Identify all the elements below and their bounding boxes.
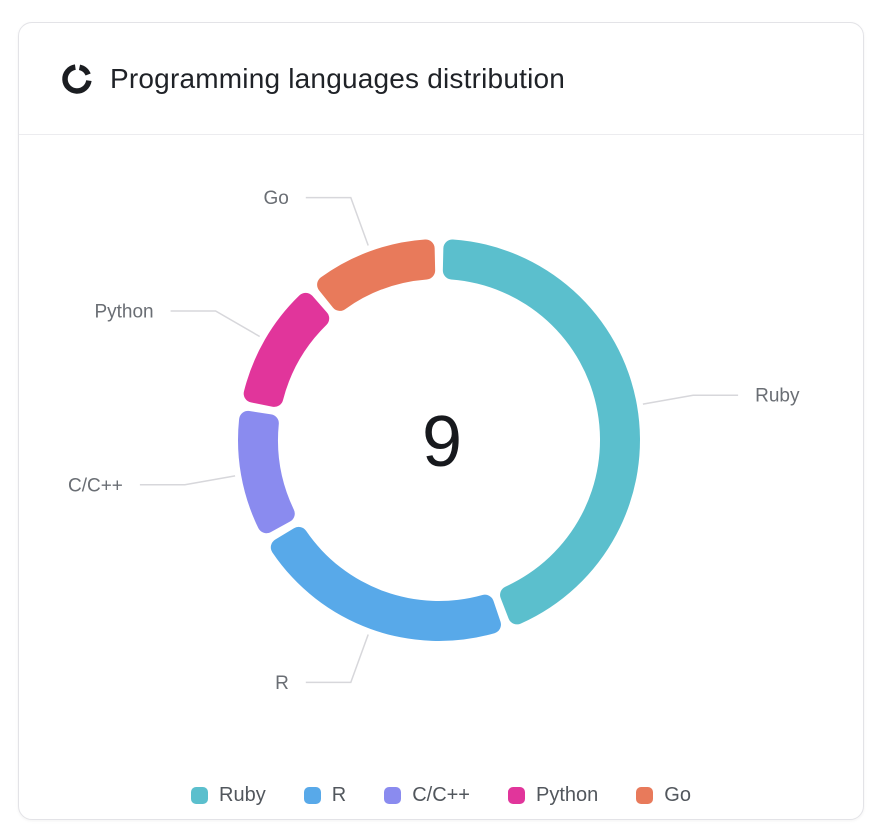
donut-chart-svg: Ruby R C/C++ Python Go 9	[68, 188, 800, 694]
donut-segment-python[interactable]	[243, 292, 330, 407]
label-connector-python	[170, 310, 261, 338]
legend-item-ruby[interactable]: Ruby	[191, 784, 266, 807]
donut-segment-c-c[interactable]	[238, 410, 295, 534]
legend-label-r: R	[331, 784, 347, 806]
legend-swatch-ruby	[191, 787, 209, 804]
callout-labels: Ruby R C/C++ Python Go	[68, 188, 800, 694]
label-connector-r	[305, 634, 369, 684]
donut-segment-go[interactable]	[317, 239, 436, 311]
legend-label-ruby: Ruby	[219, 784, 266, 806]
legend-swatch-r	[303, 787, 321, 804]
legend-label-c-c: C/C++	[412, 784, 470, 806]
legend-item-python[interactable]: Python	[508, 784, 598, 807]
segment-label-ruby: Ruby	[755, 386, 800, 407]
card-title: Programming languages distribution	[110, 62, 566, 94]
chart-card: Programming languages distribution Ruby R…	[18, 22, 864, 820]
donut-segment-r[interactable]	[270, 526, 501, 641]
donut-center-total: 9	[422, 402, 462, 482]
label-connector-c-c	[139, 475, 236, 486]
label-connector-ruby	[642, 394, 739, 405]
legend-item-c-c[interactable]: C/C++	[384, 784, 470, 807]
legend-swatch-python	[508, 787, 525, 804]
legend-label-go: Go	[664, 784, 691, 806]
donut-segments	[238, 239, 640, 641]
segment-label-c-c: C/C++	[68, 475, 123, 496]
segment-label-python: Python	[94, 302, 153, 323]
legend-swatch-go	[636, 787, 654, 804]
donut-segment-ruby[interactable]	[442, 239, 640, 625]
chart-legend: Ruby R C/C++ Python Go	[19, 771, 863, 819]
legend-item-r[interactable]: R	[303, 784, 347, 807]
donut-chart-icon	[62, 63, 92, 94]
legend-label-python: Python	[536, 784, 599, 806]
legend-swatch-c-c	[384, 787, 402, 804]
segment-label-r: R	[275, 673, 289, 694]
legend-item-go[interactable]: Go	[636, 784, 691, 807]
segment-label-go: Go	[263, 188, 288, 209]
label-connector-go	[305, 196, 369, 246]
chart-area: Ruby R C/C++ Python Go 9 Ruby R C/C++ Python Go	[19, 135, 863, 819]
card-header: Programming languages distribution	[19, 23, 863, 135]
